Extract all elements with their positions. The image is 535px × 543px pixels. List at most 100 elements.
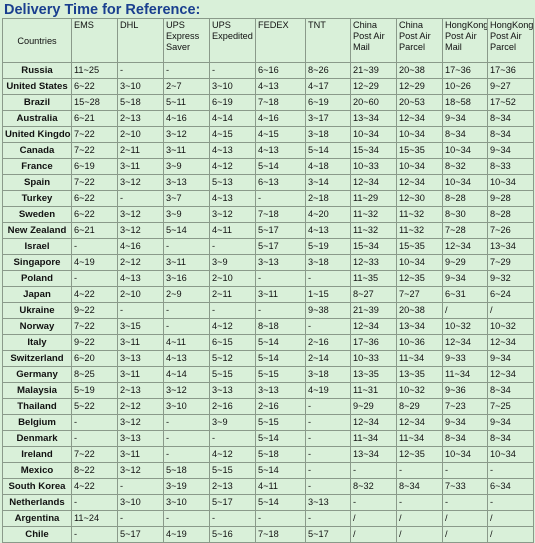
delivery-time-cell: 3~9	[163, 158, 210, 175]
delivery-time-cell: 10~26	[442, 78, 488, 95]
delivery-time-cell: 7~27	[396, 286, 443, 303]
delivery-time-cell: 17~52	[487, 94, 534, 111]
delivery-time-cell: 3~11	[117, 446, 164, 463]
delivery-time-cell: 9~28	[487, 190, 534, 207]
delivery-time-cell: 11~32	[350, 222, 397, 239]
delivery-time-cell: 5~16	[209, 526, 256, 543]
country-name: Thailand	[2, 398, 72, 415]
page-title: Delivery Time for Reference:	[4, 2, 201, 18]
delivery-time-cell: 9~22	[71, 334, 118, 351]
delivery-time-cell: 3~10	[117, 78, 164, 95]
delivery-time-cell: 10~34	[396, 158, 443, 175]
delivery-time-cell: 5~18	[163, 462, 210, 479]
column-header: UPS Expedited	[209, 18, 256, 63]
delivery-time-cell: 12~34	[350, 174, 397, 191]
column-header: EMS	[71, 18, 118, 63]
delivery-time-cell: -	[305, 430, 351, 447]
delivery-time-cell: 4~16	[255, 110, 306, 127]
table-row: Canada 7~22 2~11 3~11 4~13 4~13 5~14 15~34 15~35…	[2, 142, 534, 159]
table-row: Turkey 6~22-3~7 4~13-2~18 11~29 12~30 8~28 9~2…	[2, 190, 534, 207]
delivery-time-cell: 4~13	[117, 270, 164, 287]
delivery-time-cell: 4~12	[209, 446, 256, 463]
table-row: Italy 9~22 3~11 4~11 6~15 5~14 2~16 17~36 10~36 1…	[2, 334, 534, 351]
delivery-time-cell: 7~18	[255, 526, 306, 543]
delivery-time-cell: 3~13	[117, 350, 164, 367]
country-name: Malaysia	[2, 382, 72, 399]
country-name: New Zealand	[2, 222, 72, 239]
delivery-time-cell: 7~22	[71, 446, 118, 463]
table-row: Germany 8~25 3~11 4~14 5~15 5~15 3~18 13~35 13~3…	[2, 366, 534, 383]
delivery-time-cell: 10~36	[396, 334, 443, 351]
country-name: Japan	[2, 286, 72, 303]
delivery-time-cell: 3~11	[163, 254, 210, 271]
delivery-time-cell: 9~32	[487, 270, 534, 287]
delivery-time-cell: 2~10	[209, 270, 256, 287]
delivery-time-cell: 4~17	[305, 78, 351, 95]
delivery-time-table: Countries EMS DHL UPS Express Saver UPS Expe…	[2, 18, 534, 543]
delivery-time-cell: -	[163, 62, 210, 79]
delivery-time-cell: 15~34	[350, 238, 397, 255]
delivery-time-cell: 3~11	[117, 158, 164, 175]
delivery-time-cell: 4~13	[163, 350, 210, 367]
delivery-time-cell: 4~11	[163, 334, 210, 351]
delivery-time-cell: 13~35	[396, 366, 443, 383]
delivery-time-cell: 3~15	[117, 318, 164, 335]
delivery-time-cell: 8~25	[71, 366, 118, 383]
delivery-time-cell: 8~34	[442, 430, 488, 447]
delivery-time-cell: 8~28	[487, 206, 534, 223]
country-name: Belgium	[2, 414, 72, 431]
delivery-time-cell: 2~13	[117, 110, 164, 127]
country-name: Turkey	[2, 190, 72, 207]
delivery-time-cell: 12~34	[350, 318, 397, 335]
table-row: Brazil 15~28 5~18 5~11 6~19 7~18 6~19 20~60 20~5…	[2, 94, 534, 111]
delivery-time-cell: 7~22	[71, 318, 118, 335]
country-name: Singapore	[2, 254, 72, 271]
delivery-time-cell: 5~17	[255, 222, 306, 239]
delivery-time-cell: 6~20	[71, 350, 118, 367]
delivery-time-cell: 10~34	[487, 446, 534, 463]
delivery-time-cell: 11~25	[71, 62, 118, 79]
delivery-time-cell: 11~34	[396, 430, 443, 447]
country-name: Italy	[2, 334, 72, 351]
delivery-time-cell: 4~13	[255, 78, 306, 95]
delivery-time-cell: /	[487, 526, 534, 543]
table-row: Ireland 7~22 3~11-4~12 5~18-13~34 12~35 10~34…	[2, 446, 534, 463]
delivery-time-cell: 12~34	[442, 334, 488, 351]
delivery-time-cell: 11~35	[350, 270, 397, 287]
table-row: Malaysia 5~19 2~13 3~12 3~13 3~13 4~19 11~31 10~…	[2, 382, 534, 399]
delivery-time-cell: 15~35	[396, 142, 443, 159]
delivery-time-cell: -	[305, 510, 351, 527]
delivery-time-cell: 4~15	[209, 126, 256, 143]
delivery-time-cell: 3~11	[117, 366, 164, 383]
delivery-time-cell: 2~14	[305, 350, 351, 367]
delivery-time-cell: 5~14	[255, 494, 306, 511]
delivery-time-cell: 11~32	[396, 206, 443, 223]
delivery-time-cell: 10~33	[350, 158, 397, 175]
delivery-time-cell: 3~19	[163, 478, 210, 495]
delivery-time-cell: 6~22	[71, 78, 118, 95]
delivery-time-cell: 2~10	[117, 286, 164, 303]
delivery-time-cell: 8~33	[487, 158, 534, 175]
delivery-time-cell: -	[255, 302, 306, 319]
delivery-time-cell: -	[71, 526, 118, 543]
delivery-time-cell: 5~14	[255, 462, 306, 479]
delivery-time-cell: 12~35	[396, 270, 443, 287]
country-name: Netherlands	[2, 494, 72, 511]
delivery-time-cell: 2~16	[209, 398, 256, 415]
table-row: Chile -5~17 4~19 5~16 7~18 5~17// / /	[2, 526, 534, 543]
delivery-time-cell: 3~12	[117, 462, 164, 479]
delivery-time-cell: 5~14	[163, 222, 210, 239]
table-row: New Zealand 6~21 3~12 5~14 4~11 5~17 4~13 11~32…	[2, 222, 534, 239]
delivery-time-cell: 5~15	[209, 462, 256, 479]
delivery-time-cell: 5~17	[209, 494, 256, 511]
delivery-time-cell: -	[396, 462, 443, 479]
delivery-time-cell: 12~34	[487, 334, 534, 351]
column-header: China Post Air Parcel	[396, 18, 443, 63]
delivery-time-cell: 7~33	[442, 478, 488, 495]
delivery-time-cell: 5~18	[255, 446, 306, 463]
delivery-time-cell: 20~38	[396, 62, 443, 79]
delivery-time-cell: 9~27	[487, 78, 534, 95]
delivery-time-cell: 3~13	[255, 382, 306, 399]
delivery-time-cell: 9~22	[71, 302, 118, 319]
delivery-time-cell: 13~34	[487, 238, 534, 255]
